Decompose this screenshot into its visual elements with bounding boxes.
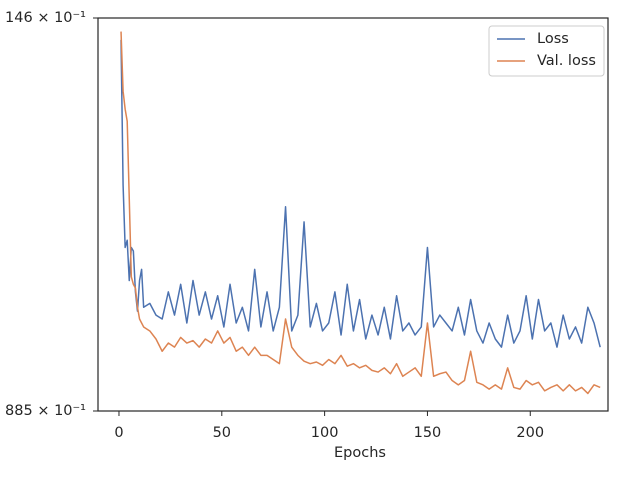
x-tick-label: 0 (114, 425, 123, 441)
x-tick-label: 50 (213, 425, 231, 441)
data-line (120, 31, 601, 395)
plot-frame (97, 17, 609, 412)
x-axis-label: Epochs (334, 445, 386, 461)
x-tick-label: 100 (311, 425, 339, 441)
legend-label: Val. loss (537, 53, 596, 69)
data-line (120, 39, 601, 348)
x-tick-label: 200 (516, 425, 544, 441)
y-tick-label: 885 × 10⁻¹ (5, 403, 86, 419)
legend-label: Loss (537, 31, 569, 47)
y-tick-label: 146 × 10⁻¹ (5, 10, 86, 26)
x-tick-label: 150 (414, 425, 442, 441)
